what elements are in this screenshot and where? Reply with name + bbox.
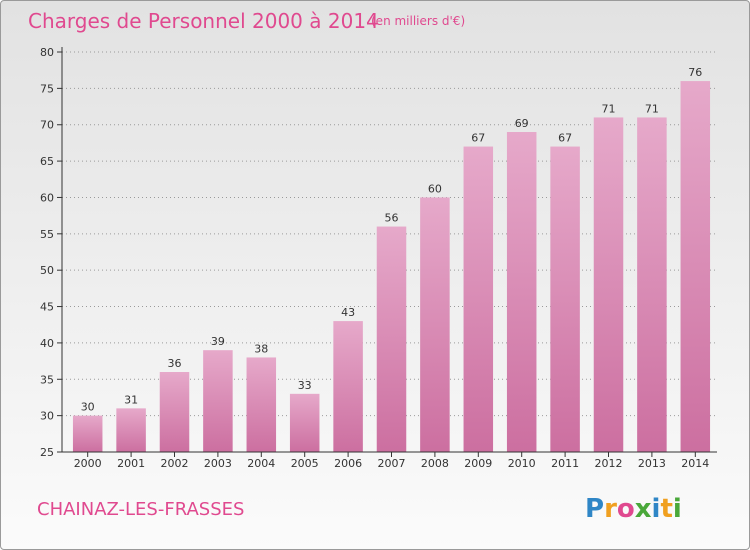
logo-letter: i: [652, 494, 661, 524]
bar: [289, 393, 320, 452]
y-tick-label: 50: [40, 264, 54, 277]
bar: [550, 146, 580, 452]
data-label: 30: [81, 401, 95, 414]
x-tick-label: 2001: [117, 457, 145, 470]
x-tick-label: 2014: [681, 457, 709, 470]
x-tick-label: 2006: [334, 457, 362, 470]
x-tick-label: 2003: [204, 457, 232, 470]
logo-letter: P: [585, 494, 604, 524]
x-tick-label: 2012: [595, 457, 623, 470]
data-label: 76: [688, 66, 702, 79]
y-tick-label: 65: [40, 155, 54, 168]
y-tick-label: 75: [40, 82, 54, 95]
y-tick-label: 80: [40, 46, 54, 59]
bar: [203, 350, 233, 452]
y-tick-label: 30: [40, 410, 54, 423]
bar: [246, 357, 277, 452]
logo-letter: i: [673, 494, 682, 524]
bar: [680, 81, 711, 452]
axes: 25 30 35 40 45 50 55 60 65 70 75 80 2000 2001 2002 2003…: [40, 46, 717, 470]
logo-letter: o: [617, 494, 635, 524]
bar: [463, 146, 494, 452]
data-label: 56: [385, 212, 399, 225]
data-label: 33: [298, 379, 312, 392]
y-tick-label: 55: [40, 228, 54, 241]
bar: [72, 415, 103, 452]
logo-letter: r: [604, 494, 617, 524]
data-label: 31: [124, 393, 138, 406]
logo-letter: x: [635, 494, 652, 524]
bar: [333, 321, 363, 452]
y-tick-label: 40: [40, 337, 54, 350]
y-tick-label: 45: [40, 301, 54, 314]
bar: [593, 117, 624, 453]
proxiti-logo: Proxiti: [585, 494, 682, 524]
bars: 30 31 36 39 38 33 43 56 60 67 69 67 71 71 76: [72, 66, 711, 453]
x-tick-label: 2004: [247, 457, 275, 470]
bar: [116, 408, 146, 452]
data-label: 38: [254, 342, 268, 355]
data-label: 39: [211, 335, 225, 348]
y-tick-label: 25: [40, 446, 54, 459]
bar: [637, 117, 667, 453]
data-label: 36: [168, 357, 182, 370]
y-tick-label: 60: [40, 191, 54, 204]
y-tick-label: 70: [40, 119, 54, 132]
x-tick-label: 2008: [421, 457, 449, 470]
bar: [376, 226, 407, 452]
x-tick-label: 2000: [74, 457, 102, 470]
x-tick-label: 2010: [508, 457, 536, 470]
data-label: 71: [602, 102, 616, 115]
chart-title: Charges de Personnel 2000 à 2014: [28, 9, 379, 33]
x-tick-label: 2007: [378, 457, 406, 470]
chart-subtitle: (en milliers d'€): [371, 14, 465, 28]
y-tick-label: 35: [40, 373, 54, 386]
data-label: 60: [428, 182, 442, 195]
x-tick-label: 2013: [638, 457, 666, 470]
x-tick-label: 2009: [464, 457, 492, 470]
bar: [159, 372, 190, 452]
x-tick-label: 2002: [161, 457, 189, 470]
data-label: 67: [471, 132, 485, 145]
logo-letter: t: [660, 494, 672, 524]
x-tick-label: 2005: [291, 457, 319, 470]
bar: [420, 197, 450, 452]
data-label: 67: [558, 132, 572, 145]
data-label: 43: [341, 306, 355, 319]
data-label: 69: [515, 117, 529, 130]
bar: [506, 132, 537, 452]
commune-name: CHAINAZ-LES-FRASSES: [37, 499, 244, 520]
x-tick-label: 2011: [551, 457, 579, 470]
data-label: 71: [645, 102, 659, 115]
